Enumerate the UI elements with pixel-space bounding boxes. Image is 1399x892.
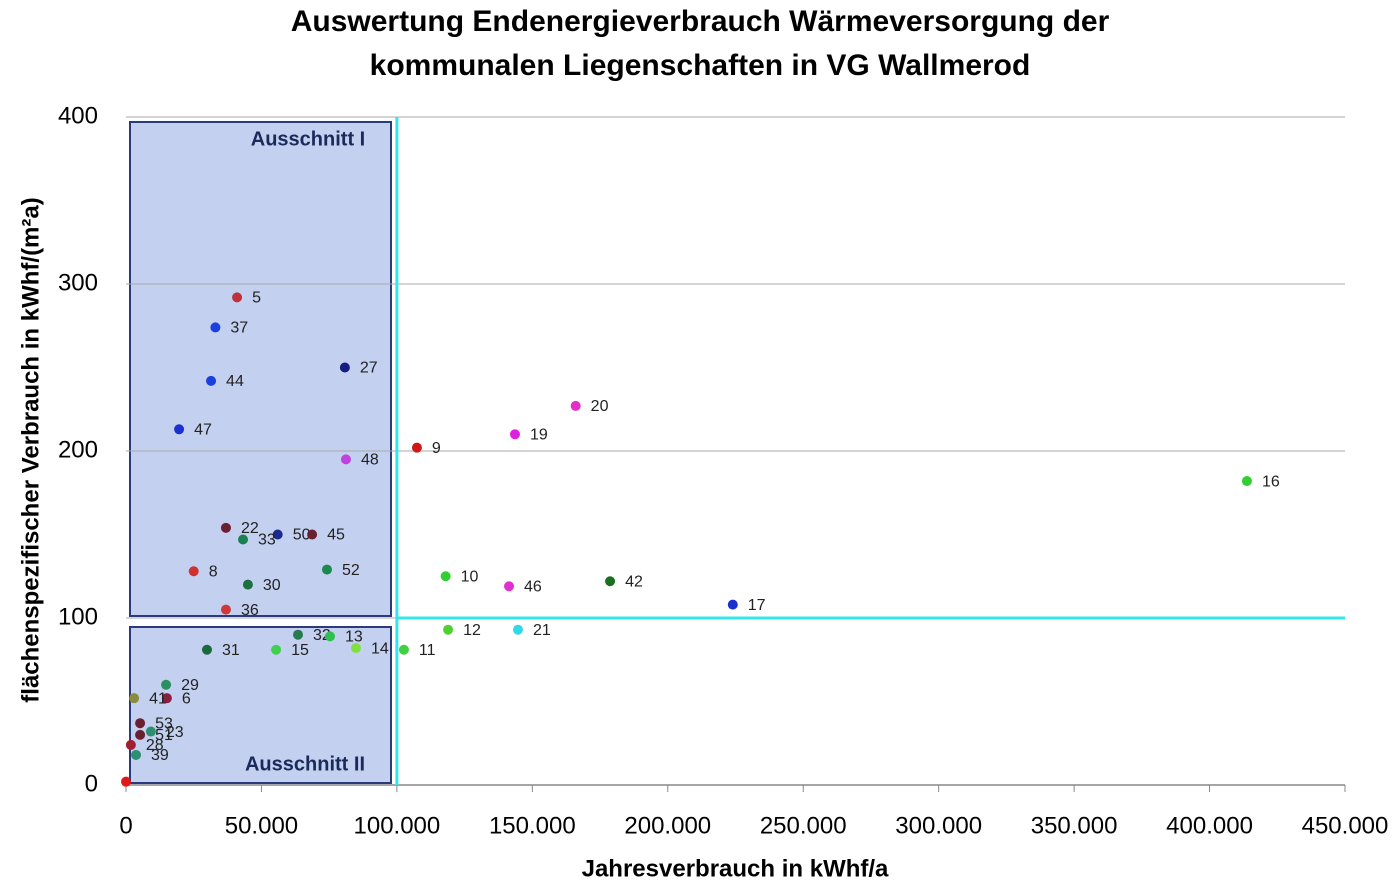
point (411, 442, 422, 453)
annotation: Ausschnitt II (245, 753, 365, 775)
point-label: 36 (241, 602, 259, 619)
point-label: 6 (182, 690, 191, 707)
point-label: 50 (293, 527, 311, 544)
x-tick-label: 50.000 (225, 812, 298, 839)
point (570, 400, 581, 411)
point-label: 13 (345, 629, 363, 646)
point-label: 21 (533, 622, 551, 639)
point-label: 52 (342, 562, 360, 579)
x-tick-label: 300.000 (895, 812, 982, 839)
point (398, 644, 409, 655)
x-tick-label: 350.000 (1031, 812, 1118, 839)
y-tick-label: 100 (58, 603, 98, 630)
point-label: 19 (530, 427, 548, 444)
point-label: 41 (149, 690, 167, 707)
point (135, 729, 146, 740)
region-box (129, 626, 392, 784)
point-label: 27 (360, 360, 378, 377)
point (210, 322, 221, 333)
point-label: 16 (1262, 473, 1280, 490)
point (339, 362, 350, 373)
point (242, 579, 253, 590)
point (324, 631, 335, 642)
point (188, 566, 199, 577)
point-label: 5 (252, 290, 261, 307)
point (272, 529, 283, 540)
chart-title: Auswertung Endenergieverbrauch Wärmevers… (290, 5, 1110, 82)
point (443, 624, 454, 635)
x-tick-label: 450.000 (1302, 812, 1389, 839)
point-label: 29 (181, 677, 199, 694)
point (512, 624, 523, 635)
point (321, 564, 332, 575)
point-label: 44 (226, 373, 244, 390)
point (125, 739, 136, 750)
point-label: 15 (291, 642, 309, 659)
point (232, 292, 243, 303)
point (174, 424, 185, 435)
point-label: 39 (151, 747, 169, 764)
point (509, 429, 520, 440)
x-tick-label: 250.000 (760, 812, 847, 839)
point-label: 22 (241, 520, 259, 537)
point-label: 47 (194, 422, 212, 439)
point (220, 604, 231, 615)
y-tick-label: 200 (58, 436, 98, 463)
point-label: 30 (263, 577, 281, 594)
point (161, 693, 172, 704)
x-tick-label: 400.000 (1166, 812, 1253, 839)
point-label: 45 (327, 527, 345, 544)
point (121, 776, 131, 787)
point-label: 23 (166, 724, 184, 741)
point (206, 375, 217, 386)
point (1241, 476, 1252, 487)
point (129, 693, 140, 704)
point-label: 20 (591, 398, 609, 415)
point-label: 46 (524, 578, 542, 595)
point-label: 12 (463, 622, 481, 639)
point-label: 42 (625, 573, 643, 590)
annotation: Ausschnitt I (251, 128, 365, 150)
point (271, 644, 282, 655)
point-label: 17 (748, 597, 766, 614)
point-label: 48 (361, 452, 379, 469)
y-tick-label: 300 (58, 269, 98, 296)
point-label: 33 (258, 532, 276, 549)
point-label: 28 (146, 737, 164, 754)
point (440, 571, 451, 582)
point (307, 529, 318, 540)
point-label: 51 (155, 727, 173, 744)
point-label: 8 (209, 563, 218, 580)
point-label: 53 (155, 715, 173, 732)
point-label: 10 (461, 568, 479, 585)
point (605, 576, 616, 587)
point (340, 454, 351, 465)
point (238, 534, 249, 545)
point (161, 679, 172, 690)
point-label: 31 (222, 642, 240, 659)
point-label: 14 (371, 640, 389, 657)
point (293, 629, 304, 640)
x-tick-label: 0 (119, 812, 132, 839)
y-tick-label: 0 (85, 770, 98, 797)
point (201, 644, 212, 655)
x-tick-label: 200.000 (624, 812, 711, 839)
point (350, 643, 361, 654)
point-label: 11 (419, 642, 436, 659)
x-axis-label: Jahresverbrauch in kWhf/a (582, 855, 889, 882)
point (145, 726, 156, 737)
point (131, 749, 142, 760)
point (504, 581, 515, 592)
x-tick-label: 100.000 (354, 812, 441, 839)
point-label: 9 (432, 440, 441, 457)
point-label: 37 (230, 320, 248, 337)
y-axis-label: flächenspezifischer Verbrauch in kWhf/(m… (17, 197, 44, 702)
point (135, 718, 146, 729)
point (727, 599, 738, 610)
title-box: Auswertung Endenergieverbrauch Wärmevers… (290, 5, 1110, 82)
x-tick-label: 150.000 (489, 812, 576, 839)
y-tick-label: 400 (58, 102, 98, 129)
point (220, 522, 231, 533)
